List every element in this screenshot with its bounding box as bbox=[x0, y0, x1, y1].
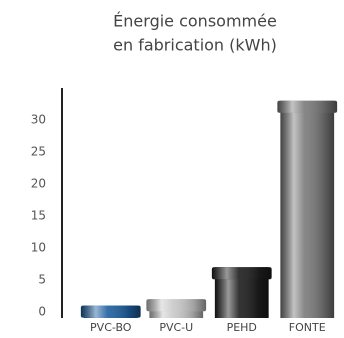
y-tick-label: 25 bbox=[31, 145, 46, 159]
bar-collar-shine bbox=[146, 299, 207, 312]
y-tick-label: 10 bbox=[31, 241, 46, 255]
y-tick-label: 5 bbox=[38, 273, 46, 287]
bar-collar-shine bbox=[80, 305, 141, 318]
x-tick-label: PEHD bbox=[227, 321, 257, 334]
y-tick-label: 20 bbox=[31, 177, 46, 191]
x-tick-label: PVC-BO bbox=[90, 321, 132, 334]
chart-title: Énergie consommée bbox=[113, 12, 277, 31]
bar-shine bbox=[280, 100, 335, 318]
x-tick-label: PVC-U bbox=[159, 321, 193, 334]
bar-collar-shine bbox=[211, 267, 272, 280]
y-tick-label: 0 bbox=[38, 305, 46, 319]
chart-title: en fabrication (kWh) bbox=[113, 36, 277, 55]
y-tick-label: 15 bbox=[31, 209, 46, 223]
x-tick-label: FONTE bbox=[289, 321, 326, 334]
bar-collar-shine bbox=[277, 100, 338, 113]
y-tick-label: 30 bbox=[31, 113, 46, 127]
